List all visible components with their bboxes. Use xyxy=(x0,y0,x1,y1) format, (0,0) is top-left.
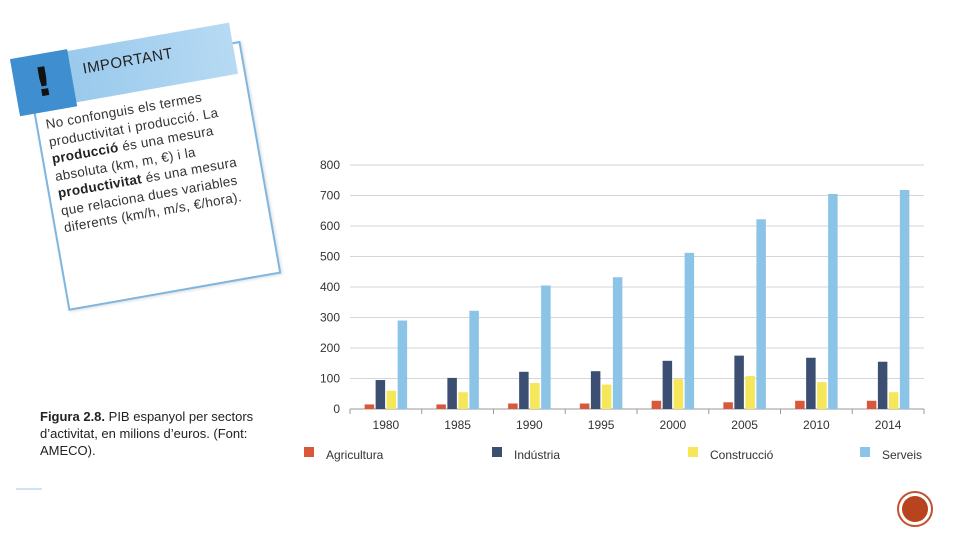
circular-logo-icon xyxy=(897,491,933,527)
bar-indústria xyxy=(519,371,529,409)
bar-construcció xyxy=(386,390,397,409)
bar-agricultura xyxy=(579,403,590,409)
legend-label: Indústria xyxy=(514,448,560,462)
chart-svg: 0 100 200 300 400 500 600 700 800 1980 1985 1990 199… xyxy=(304,158,925,462)
bar-agricultura xyxy=(651,400,662,409)
bar-indústria xyxy=(734,355,744,409)
bar-serveis xyxy=(469,310,479,409)
bar-agricultura xyxy=(508,403,518,409)
bar-construcció xyxy=(458,392,468,409)
bar-serveis xyxy=(684,252,695,409)
legend-swatch xyxy=(492,447,502,457)
bar-construcció xyxy=(601,384,612,409)
bar-serveis xyxy=(756,219,766,409)
x-tick-label: 1985 xyxy=(444,418,471,432)
x-tick-label: 2000 xyxy=(660,418,687,432)
caption-label: Figura 2.8. xyxy=(40,409,106,424)
legend-label: Construcció xyxy=(710,448,774,462)
y-tick-label: 700 xyxy=(320,189,340,203)
bar-indústria xyxy=(447,377,457,409)
bar-serveis xyxy=(612,277,623,409)
x-tick-label: 1980 xyxy=(373,418,400,432)
bar-agricultura xyxy=(866,400,877,409)
x-tick-label: 1995 xyxy=(588,418,615,432)
bar-construcció xyxy=(888,392,899,409)
bar-construcció xyxy=(745,376,755,409)
exclamation-icon: ! xyxy=(9,49,78,117)
bar-construcció xyxy=(817,382,827,409)
bar-agricultura xyxy=(436,404,446,409)
bar-serveis xyxy=(397,320,408,409)
figure-caption: Figura 2.8. PIB espanyol per sectors d’a… xyxy=(40,408,285,459)
y-tick-label: 100 xyxy=(320,372,340,386)
y-tick-label: 600 xyxy=(320,219,340,233)
caption-text: PIB espanyol per sectors d’activitat, en… xyxy=(40,409,254,458)
bar-construcció xyxy=(530,383,540,409)
bar-agricultura xyxy=(723,402,733,409)
y-tick-label: 800 xyxy=(320,158,340,172)
bar-indústria xyxy=(375,380,386,409)
bar-indústria xyxy=(590,371,601,409)
bar-agricultura xyxy=(795,400,805,409)
legend-swatch xyxy=(688,447,698,457)
y-tick-label: 200 xyxy=(320,341,340,355)
x-tick-label: 2005 xyxy=(731,418,758,432)
legend-label: Serveis xyxy=(882,448,922,462)
bar-serveis xyxy=(828,193,838,409)
important-note: ! IMPORTANT No confonguis els termes pro… xyxy=(9,21,282,311)
x-tick-label: 2014 xyxy=(875,418,902,432)
x-tick-label: 1990 xyxy=(516,418,543,432)
bar-indústria xyxy=(806,357,816,409)
y-tick-label: 500 xyxy=(320,250,340,264)
legend-swatch xyxy=(860,447,870,457)
y-tick-label: 300 xyxy=(320,311,340,325)
y-tick-label: 400 xyxy=(320,280,340,294)
bar-construcció xyxy=(673,379,684,409)
decorative-line xyxy=(16,488,42,490)
bar-serveis xyxy=(541,285,551,409)
logo-center xyxy=(902,496,928,522)
bar-indústria xyxy=(662,360,673,409)
legend-label: Agricultura xyxy=(326,448,384,462)
bar-agricultura xyxy=(364,404,375,409)
bar-indústria xyxy=(877,361,888,409)
legend-swatch xyxy=(304,447,314,457)
y-tick-label: 0 xyxy=(333,402,340,416)
x-tick-label: 2010 xyxy=(803,418,830,432)
gdp-bar-chart: 0 100 200 300 400 500 600 700 800 1980 1985 1990 199… xyxy=(296,150,960,480)
bar-serveis xyxy=(899,190,910,409)
